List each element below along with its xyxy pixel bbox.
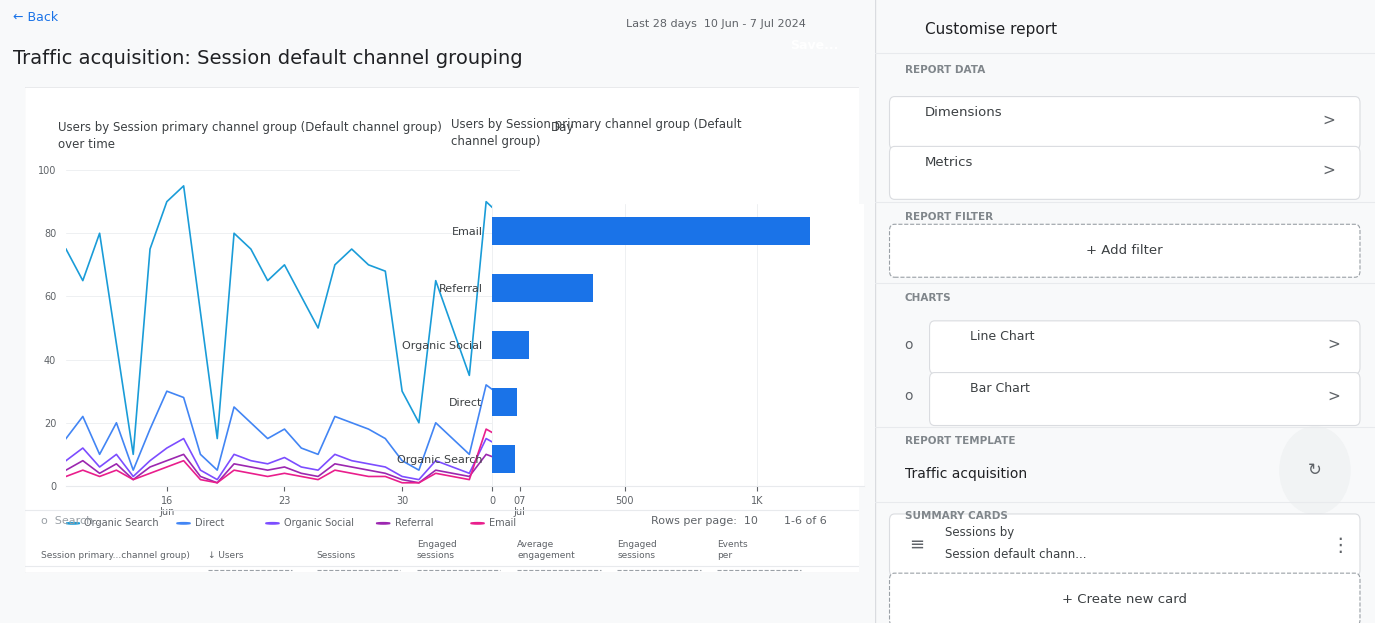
Text: >: > <box>1323 113 1335 128</box>
FancyBboxPatch shape <box>890 97 1360 150</box>
Text: REPORT TEMPLATE: REPORT TEMPLATE <box>905 436 1015 446</box>
Text: ↓ Users: ↓ Users <box>209 551 243 559</box>
Text: >: > <box>1323 163 1335 178</box>
Bar <box>492 331 529 359</box>
Text: + Add filter: + Add filter <box>1086 244 1163 257</box>
Text: Day: Day <box>550 121 573 134</box>
FancyBboxPatch shape <box>930 321 1360 374</box>
Text: Session primary...channel group): Session primary...channel group) <box>41 551 190 559</box>
Text: Traffic acquisition: Session default channel grouping: Traffic acquisition: Session default cha… <box>12 49 522 67</box>
Bar <box>492 274 593 302</box>
Text: >: > <box>1327 389 1341 404</box>
Text: + Create new card: + Create new card <box>1063 593 1187 606</box>
Text: Dimensions: Dimensions <box>924 106 1002 119</box>
Bar <box>492 388 517 416</box>
Text: Line Chart: Line Chart <box>969 330 1034 343</box>
Text: REPORT FILTER: REPORT FILTER <box>905 212 993 222</box>
Circle shape <box>377 523 390 524</box>
Text: SUMMARY CARDS: SUMMARY CARDS <box>905 511 1008 521</box>
Text: ↻: ↻ <box>1308 462 1321 479</box>
Text: Save...: Save... <box>791 39 839 52</box>
FancyBboxPatch shape <box>890 146 1360 199</box>
Circle shape <box>1280 427 1350 514</box>
Text: CHARTS: CHARTS <box>905 293 951 303</box>
Text: Users by Session primary channel group (Default channel group)
over time: Users by Session primary channel group (… <box>58 121 441 151</box>
Text: Users by Session primary channel group (Default
channel group): Users by Session primary channel group (… <box>451 118 741 148</box>
Text: ≡: ≡ <box>909 536 924 554</box>
Text: Events
per: Events per <box>718 540 748 559</box>
Text: REPORT DATA: REPORT DATA <box>905 65 984 75</box>
Text: Engaged
sessions: Engaged sessions <box>417 540 457 559</box>
Text: Email: Email <box>490 518 516 528</box>
Circle shape <box>470 523 484 524</box>
Text: Last 28 days  10 Jun - 7 Jul 2024: Last 28 days 10 Jun - 7 Jul 2024 <box>626 19 806 29</box>
FancyBboxPatch shape <box>890 224 1360 277</box>
Text: ← Back: ← Back <box>12 11 58 24</box>
Text: ⋮: ⋮ <box>1331 536 1350 554</box>
FancyBboxPatch shape <box>930 373 1360 426</box>
Text: Organic Social: Organic Social <box>283 518 353 528</box>
Text: Direct: Direct <box>195 518 224 528</box>
Text: Referral: Referral <box>395 518 433 528</box>
Circle shape <box>265 523 279 524</box>
Text: Customise report: Customise report <box>924 22 1056 37</box>
FancyBboxPatch shape <box>25 87 859 573</box>
Text: Sessions: Sessions <box>316 551 356 559</box>
Text: o: o <box>905 389 913 403</box>
Circle shape <box>66 523 80 524</box>
FancyBboxPatch shape <box>890 514 1360 576</box>
Text: Metrics: Metrics <box>924 156 974 169</box>
Text: o  Search...: o Search... <box>41 516 104 526</box>
Text: Session default chann...: Session default chann... <box>945 548 1086 561</box>
Text: Organic Search: Organic Search <box>84 518 158 528</box>
FancyBboxPatch shape <box>890 573 1360 623</box>
Text: >: > <box>1327 337 1341 352</box>
Text: 1-6 of 6: 1-6 of 6 <box>784 516 826 526</box>
Text: Traffic acquisition: Traffic acquisition <box>905 467 1027 481</box>
Bar <box>492 217 810 245</box>
Text: Engaged
sessions: Engaged sessions <box>617 540 657 559</box>
Text: Rows per page:  10: Rows per page: 10 <box>650 516 758 526</box>
Circle shape <box>177 523 190 524</box>
Text: Sessions by: Sessions by <box>945 526 1013 540</box>
Text: Bar Chart: Bar Chart <box>969 382 1030 395</box>
Text: Average
engagement: Average engagement <box>517 540 575 559</box>
Text: o: o <box>905 338 913 351</box>
Bar <box>492 445 514 473</box>
